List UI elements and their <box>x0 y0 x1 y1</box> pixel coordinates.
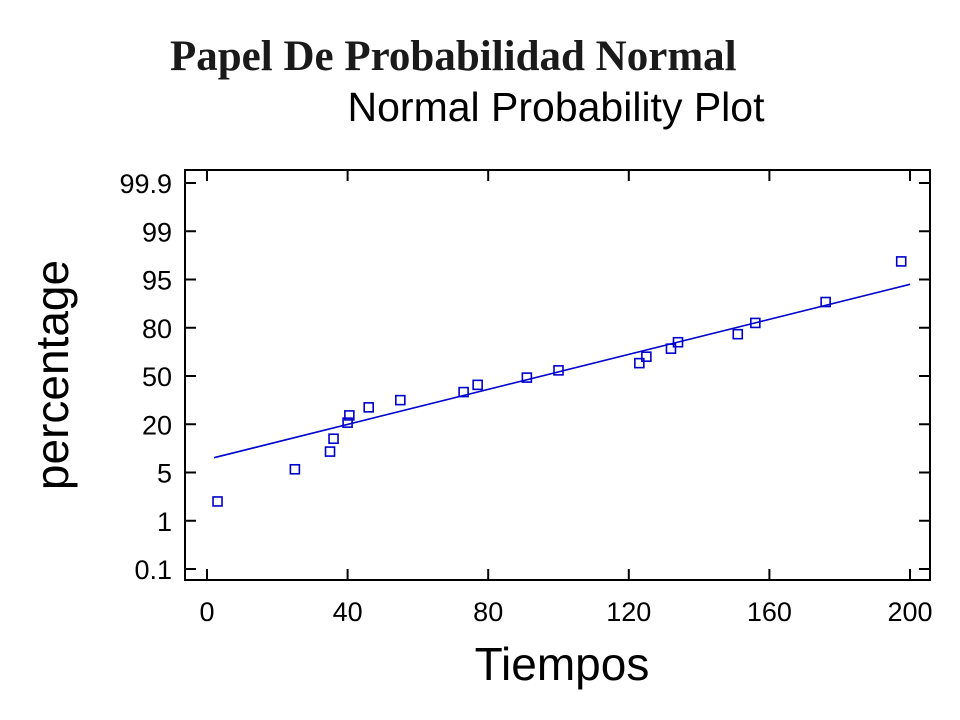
y-tick-label: 5 <box>157 459 172 489</box>
data-point <box>732 328 744 340</box>
y-tick-label: 0.1 <box>134 555 172 585</box>
x-tick-label: 40 <box>333 597 363 627</box>
data-point <box>212 496 223 507</box>
fit-line-layer <box>213 283 911 459</box>
data-point <box>672 336 684 348</box>
y-axis-label: percentage <box>26 260 78 490</box>
data-point <box>665 343 677 354</box>
data-point <box>553 365 564 376</box>
y-axis-ticks: 0.1 1 5 20 50 80 95 99 99.9 <box>119 169 930 585</box>
slide-title: Papel De Probabilidad Normal <box>170 33 737 80</box>
y-tick-label: 1 <box>157 507 172 537</box>
data-points-layer <box>212 256 907 507</box>
data-point <box>395 394 406 406</box>
y-tick-label: 99.9 <box>119 169 172 199</box>
x-axis-ticks: 0 40 80 120 160 200 <box>199 170 933 627</box>
y-tick-label: 50 <box>142 362 172 392</box>
x-tick-label: 200 <box>887 597 932 627</box>
data-point <box>458 386 469 398</box>
x-tick-label: 80 <box>473 597 503 627</box>
data-point <box>344 410 355 421</box>
x-tick-label: 120 <box>606 597 651 627</box>
data-point <box>328 433 339 445</box>
data-point <box>521 372 533 383</box>
data-point <box>895 256 907 267</box>
chart-title: Normal Probability Plot <box>348 84 766 130</box>
data-point <box>472 379 483 391</box>
x-tick-label: 0 <box>199 597 214 627</box>
data-point <box>750 317 761 329</box>
fit-line <box>213 283 911 459</box>
data-point <box>289 463 301 475</box>
data-point <box>820 296 831 308</box>
y-tick-label: 95 <box>142 266 172 296</box>
data-point <box>634 357 645 369</box>
y-tick-label: 80 <box>142 314 172 344</box>
y-tick-label: 99 <box>142 217 172 247</box>
data-point <box>342 417 353 428</box>
x-tick-label: 160 <box>747 597 792 627</box>
data-point <box>363 402 374 413</box>
data-point <box>641 351 652 363</box>
x-axis-label: Tiempos <box>475 638 650 690</box>
data-point <box>324 446 336 457</box>
y-tick-label: 20 <box>142 410 172 440</box>
